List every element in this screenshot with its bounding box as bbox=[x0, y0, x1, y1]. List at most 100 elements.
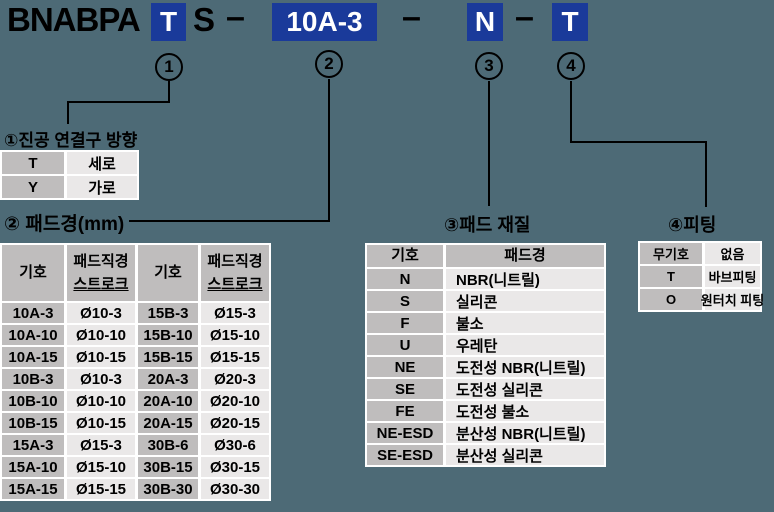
table-cell: N bbox=[367, 269, 443, 289]
table-cell: 30B-30 bbox=[138, 479, 198, 499]
table-cell: Ø15-3 bbox=[201, 303, 269, 323]
pad-material-table: 기호 패드경 N NBR(니트릴) S 실리콘 F 불소 U 우레탄 NE 도전성 NBR(니트릴… bbox=[365, 243, 606, 467]
table-cell: Ø30-15 bbox=[201, 457, 269, 477]
table-cell: 없음 bbox=[705, 243, 760, 264]
table-cell: Ø10-3 bbox=[67, 369, 135, 389]
code-prefix: BNABPA bbox=[7, 1, 141, 38]
table-cell: 우레탄 bbox=[446, 335, 604, 355]
table-cell: 원터치 피팅 bbox=[701, 289, 764, 310]
table-cell: 바브피팅 bbox=[705, 266, 760, 287]
table-cell: SE-ESD bbox=[367, 445, 443, 465]
table-cell: NBR(니트릴) bbox=[446, 269, 604, 289]
connector-line-1 bbox=[168, 81, 170, 103]
table-cell: Y bbox=[2, 176, 64, 198]
table-cell: Ø10-15 bbox=[67, 347, 135, 367]
table-cell: 무기호 bbox=[640, 243, 702, 264]
connector-line-3 bbox=[488, 81, 490, 206]
connector-line-1 bbox=[67, 101, 69, 124]
pad-material-table-header: 기호 패드경 bbox=[367, 245, 604, 267]
code-material-box: N bbox=[467, 3, 503, 41]
orientation-table-body: T 세로 Y 가로 bbox=[2, 152, 137, 198]
code-dash-1: – bbox=[226, 0, 245, 36]
table-cell: T bbox=[2, 152, 64, 174]
callout-1-icon: 1 bbox=[155, 53, 183, 81]
code-fitting-box: T bbox=[552, 3, 588, 41]
table-cell: Ø10-15 bbox=[67, 413, 135, 433]
code-series: S bbox=[193, 1, 216, 38]
column-header: 패드경 bbox=[446, 245, 604, 267]
code-dash-3: – bbox=[515, 0, 534, 36]
table-cell: 15B-15 bbox=[138, 347, 198, 367]
table-cell: Ø10-10 bbox=[67, 325, 135, 345]
table-cell: Ø20-10 bbox=[201, 391, 269, 411]
pad-material-table-body: N NBR(니트릴) S 실리콘 F 불소 U 우레탄 NE 도전성 NBR(니트릴) SE 도전성 … bbox=[367, 269, 604, 465]
table-cell: Ø10-10 bbox=[67, 391, 135, 411]
table-cell: 15A-15 bbox=[2, 479, 64, 499]
table-cell: U bbox=[367, 335, 443, 355]
callout-3-icon: 3 bbox=[475, 52, 503, 80]
table-cell: SE bbox=[367, 379, 443, 399]
code-dash-2: – bbox=[402, 0, 421, 36]
table-cell: 10A-3 bbox=[2, 303, 64, 323]
fitting-table: 무기호 없음 T 바브피팅 O 원터치 피팅 bbox=[638, 241, 764, 312]
table-cell: 분산성 실리콘 bbox=[446, 445, 604, 465]
table-cell: FE bbox=[367, 401, 443, 421]
table-cell: Ø20-15 bbox=[201, 413, 269, 433]
column-header: 기호 bbox=[367, 245, 443, 267]
table-cell: 가로 bbox=[67, 176, 137, 198]
table-cell: 실리콘 bbox=[446, 291, 604, 311]
table-cell: 도전성 실리콘 bbox=[446, 379, 604, 399]
pad-diameter-table: 기호 패드직경 스트로크 기호 패드직경 스트로크 10A-3 Ø10-3 15B-3 Ø… bbox=[0, 243, 271, 501]
connector-line-2 bbox=[129, 220, 330, 222]
column-header: 패드직경 스트로크 bbox=[201, 245, 269, 301]
table-cell: 20A-15 bbox=[138, 413, 198, 433]
table-cell: 10B-15 bbox=[2, 413, 64, 433]
table-cell: S bbox=[367, 291, 443, 311]
table-cell: 15B-10 bbox=[138, 325, 198, 345]
table-cell: 20A-10 bbox=[138, 391, 198, 411]
orientation-table: T 세로 Y 가로 bbox=[0, 150, 139, 200]
column-header: 기호 bbox=[2, 245, 64, 301]
table-cell: Ø15-10 bbox=[201, 325, 269, 345]
table-cell: Ø15-15 bbox=[201, 347, 269, 367]
connector-line-4 bbox=[570, 141, 707, 143]
column-header: 패드직경 스트로크 bbox=[67, 245, 135, 301]
table-cell: 30B-15 bbox=[138, 457, 198, 477]
callout-4-icon: 4 bbox=[557, 52, 585, 80]
code-orientation-box: T bbox=[151, 3, 186, 41]
table-cell: F bbox=[367, 313, 443, 333]
table-cell: 10B-10 bbox=[2, 391, 64, 411]
table-cell: 20A-3 bbox=[138, 369, 198, 389]
connector-line-4 bbox=[570, 81, 572, 143]
connector-line-1 bbox=[67, 101, 170, 103]
table-cell: 10A-10 bbox=[2, 325, 64, 345]
table-cell: T bbox=[640, 266, 702, 287]
table-cell: NE-ESD bbox=[367, 423, 443, 443]
section3-title: ③패드 재질 bbox=[444, 215, 531, 235]
table-cell: Ø20-3 bbox=[201, 369, 269, 389]
table-cell: 불소 bbox=[446, 313, 604, 333]
table-cell: Ø30-6 bbox=[201, 435, 269, 455]
table-cell: 도전성 NBR(니트릴) bbox=[446, 357, 604, 377]
code-pad-size-box: 10A-3 bbox=[272, 3, 377, 41]
section2-title: ② 패드경(mm) bbox=[4, 214, 125, 235]
pad-diameter-table-body: 10A-3 Ø10-3 15B-3 Ø15-3 10A-10 Ø10-10 15B-10 Ø1… bbox=[2, 303, 269, 499]
table-cell: 10B-3 bbox=[2, 369, 64, 389]
table-cell: Ø10-3 bbox=[67, 303, 135, 323]
fitting-table-body: 무기호 없음 T 바브피팅 O 원터치 피팅 bbox=[640, 243, 764, 310]
table-cell: O bbox=[640, 289, 702, 310]
table-cell: NE bbox=[367, 357, 443, 377]
table-cell: Ø30-30 bbox=[201, 479, 269, 499]
table-cell: 15A-10 bbox=[2, 457, 64, 477]
table-cell: 15A-3 bbox=[2, 435, 64, 455]
table-cell: 분산성 NBR(니트릴) bbox=[446, 423, 604, 443]
table-cell: 15B-3 bbox=[138, 303, 198, 323]
table-cell: Ø15-10 bbox=[67, 457, 135, 477]
section1-title: ①진공 연결구 방향 bbox=[4, 131, 138, 150]
connector-line-4 bbox=[705, 141, 707, 207]
connector-line-2 bbox=[328, 79, 330, 222]
table-cell: 30B-6 bbox=[138, 435, 198, 455]
table-cell: 도전성 불소 bbox=[446, 401, 604, 421]
callout-2-icon: 2 bbox=[315, 50, 343, 78]
